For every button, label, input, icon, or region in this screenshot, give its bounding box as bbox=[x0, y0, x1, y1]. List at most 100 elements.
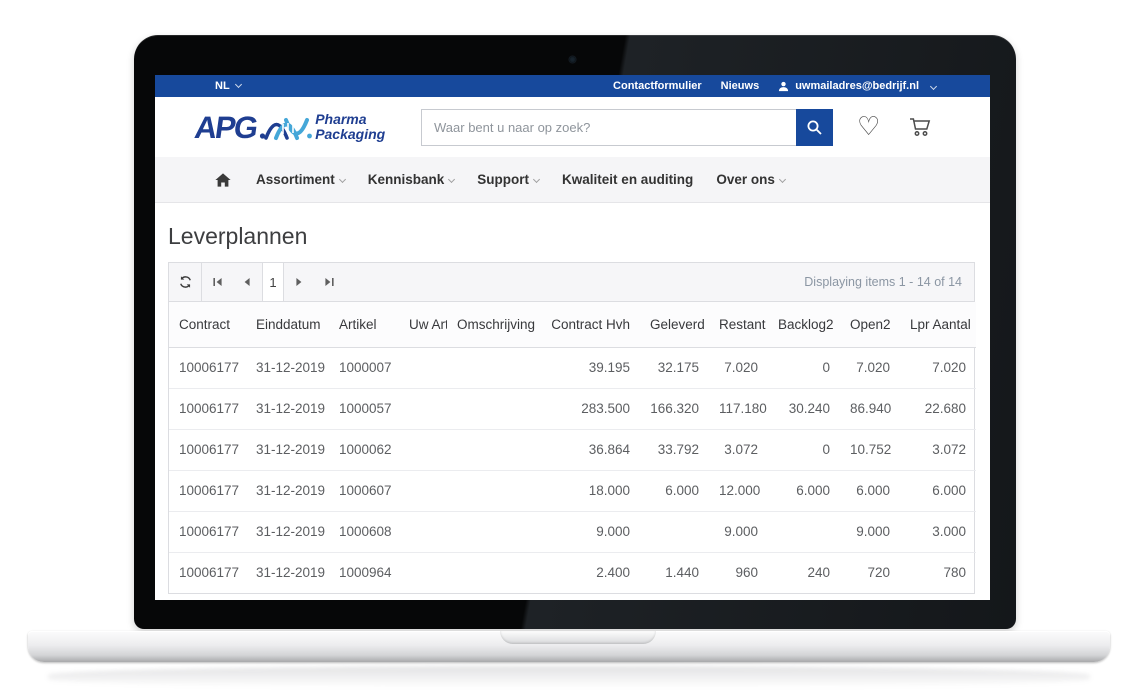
search-box bbox=[421, 108, 833, 146]
table-cell bbox=[399, 510, 447, 552]
search-button[interactable] bbox=[796, 108, 833, 146]
table-cell bbox=[399, 551, 447, 593]
table-cell: 10006177 bbox=[169, 428, 246, 470]
search-icon bbox=[807, 120, 822, 135]
table-cell: 6.000 bbox=[640, 469, 709, 511]
prev-page-icon bbox=[244, 278, 250, 286]
column-header-lpr-aantal[interactable]: Lpr Aantal bbox=[900, 302, 976, 348]
table-cell: 1000608 bbox=[329, 510, 399, 552]
language-label: NL bbox=[215, 80, 230, 92]
nav-item-label: Assortiment bbox=[256, 172, 335, 187]
table-cell: 6.000 bbox=[840, 469, 900, 511]
table-cell bbox=[768, 510, 840, 552]
next-page-button[interactable] bbox=[284, 263, 314, 301]
chevron-down-icon bbox=[448, 175, 456, 184]
table-cell: 6.000 bbox=[900, 469, 976, 511]
table-cell: 10006177 bbox=[169, 551, 246, 593]
laptop-webcam bbox=[569, 56, 576, 63]
home-icon[interactable] bbox=[215, 172, 231, 187]
cart-icon[interactable] bbox=[907, 116, 933, 139]
logo-tagline-2: Packaging bbox=[315, 126, 386, 142]
language-selector[interactable]: NL bbox=[215, 80, 242, 92]
table-cell: 283.500 bbox=[540, 387, 640, 429]
table-row[interactable]: 10006177 31-12-2019 1000964 2.400 1.440 960 24… bbox=[169, 551, 976, 593]
table-cell bbox=[399, 428, 447, 470]
nav-item-support[interactable]: Support bbox=[477, 172, 541, 187]
chevron-down-icon bbox=[234, 80, 242, 89]
browser-page: NL Contactformulier Nieuws uwmailadres@b… bbox=[155, 75, 990, 600]
user-icon bbox=[779, 81, 789, 91]
table-cell: 7.020 bbox=[724, 360, 758, 375]
table-cell: 10006177 bbox=[169, 387, 246, 429]
column-header-einddatum[interactable]: Einddatum bbox=[246, 302, 329, 348]
laptop-lid-notch bbox=[500, 631, 656, 644]
table-row[interactable]: 10006177 31-12-2019 1000608 9.000 9.000 9.000… bbox=[169, 510, 976, 552]
table-cell bbox=[447, 387, 540, 429]
table-cell: 1000007 bbox=[339, 360, 392, 375]
table-cell: 6.000 bbox=[768, 469, 840, 511]
news-link[interactable]: Nieuws bbox=[720, 80, 760, 92]
table-cell: 166.320 bbox=[640, 387, 709, 429]
table-cell: 32.175 bbox=[657, 360, 699, 375]
column-header-uw-art[interactable]: Uw Art bbox=[399, 302, 447, 348]
table-cell: 33.792 bbox=[640, 428, 709, 470]
leverplannen-grid: 1 Displaying items 1 - 14 of 14 Contract… bbox=[168, 262, 976, 594]
table-cell: 720 bbox=[840, 551, 900, 593]
nav-item-assortiment[interactable]: Assortiment bbox=[256, 172, 346, 187]
column-header-restant[interactable]: Restant bbox=[709, 302, 768, 348]
table-cell: 22.680 bbox=[900, 387, 976, 429]
table-cell: 240 bbox=[768, 551, 840, 593]
last-page-button[interactable] bbox=[314, 263, 344, 301]
column-header-contract-hvh[interactable]: Contract Hvh bbox=[540, 302, 640, 348]
nav-item-kennisbank[interactable]: Kennisbank bbox=[368, 172, 456, 187]
table-row[interactable]: 10006177 31-12-2019 1000057 283.500 166.320 1… bbox=[169, 387, 976, 429]
table-cell: 7.020 bbox=[856, 360, 890, 375]
table-cell: 780 bbox=[900, 551, 976, 593]
laptop-reflection bbox=[48, 666, 1090, 688]
table-cell: 9.000 bbox=[540, 510, 640, 552]
wishlist-heart-icon[interactable]: ♡ bbox=[857, 112, 881, 142]
column-header-backlog2[interactable]: Backlog2 bbox=[768, 302, 840, 348]
table-cell: 1000057 bbox=[329, 387, 399, 429]
data-table: Contract Einddatum Artikel Uw Art Omschrijvi… bbox=[169, 302, 976, 593]
table-cell bbox=[399, 347, 447, 388]
table-cell: 31-12-2019 bbox=[246, 510, 329, 552]
column-header-open2[interactable]: Open2 bbox=[840, 302, 900, 348]
table-row[interactable]: 10006177 31-12-2019 1000062 36.864 33.792 3.0… bbox=[169, 428, 976, 470]
logo-tagline-1: Pharma bbox=[315, 111, 367, 127]
nav-item-over-ons[interactable]: Over ons bbox=[716, 172, 786, 187]
table-cell: 12.000 bbox=[709, 469, 768, 511]
table-cell: 31-12-2019 bbox=[246, 469, 329, 511]
contact-form-link[interactable]: Contactformulier bbox=[613, 80, 702, 92]
table-cell: 31-12-2019 bbox=[246, 551, 329, 593]
first-page-icon bbox=[212, 278, 222, 286]
prev-page-button[interactable] bbox=[232, 263, 262, 301]
column-header-contract[interactable]: Contract bbox=[169, 302, 246, 348]
column-header-geleverd[interactable]: Geleverd bbox=[640, 302, 709, 348]
table-cell: 117.180 bbox=[709, 387, 768, 429]
chevron-down-icon bbox=[778, 175, 786, 184]
pager: 1 bbox=[202, 263, 344, 301]
column-header-omschrijving[interactable]: Omschrijving bbox=[447, 302, 540, 348]
column-header-artikel[interactable]: Artikel bbox=[329, 302, 399, 348]
site-header: APG Pharma Packaging ♡ bbox=[155, 97, 990, 157]
first-page-button[interactable] bbox=[202, 263, 232, 301]
table-cell bbox=[399, 387, 447, 429]
table-row[interactable]: 10006177 31-12-2019 1000607 18.000 6.000 12.0… bbox=[169, 469, 976, 511]
table-cell: 1000062 bbox=[329, 428, 399, 470]
search-input[interactable] bbox=[421, 108, 833, 146]
dna-helix-icon bbox=[260, 118, 313, 140]
page-number[interactable]: 1 bbox=[262, 263, 284, 301]
table-cell: 3.000 bbox=[900, 510, 976, 552]
chevron-down-icon bbox=[338, 175, 346, 184]
table-cell bbox=[447, 347, 540, 388]
table-row[interactable]: 10006177 31-12-2019 1000007 39.195 32.175 7.0… bbox=[169, 347, 976, 388]
table-cell bbox=[399, 469, 447, 511]
account-menu[interactable]: uwmailadres@bedrijf.nl bbox=[778, 80, 938, 92]
site-logo[interactable]: APG Pharma Packaging bbox=[193, 108, 421, 146]
refresh-button[interactable] bbox=[169, 263, 202, 301]
main-nav-items: Assortiment Kennisbank Support Kwaliteit en… bbox=[256, 172, 786, 187]
table-cell: 9.000 bbox=[709, 510, 768, 552]
table-cell: 10006177 bbox=[179, 360, 240, 375]
nav-item-kwaliteit-en-auditing[interactable]: Kwaliteit en auditing bbox=[562, 172, 693, 187]
